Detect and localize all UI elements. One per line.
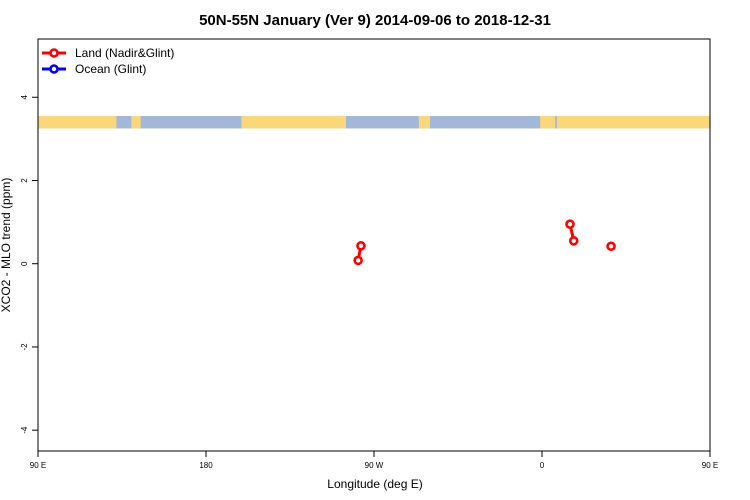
y-tick-label: -2 xyxy=(20,343,29,351)
x-axis-label: Longitude (deg E) xyxy=(327,477,422,491)
series-layer xyxy=(353,219,616,266)
legend-marker xyxy=(49,64,59,74)
data-point xyxy=(606,241,616,252)
data-point xyxy=(568,236,579,246)
x-tick-label: 90 W xyxy=(365,461,384,470)
y-tick-label: 0 xyxy=(20,261,29,266)
legend-entry: Land (Nadir&Glint) xyxy=(75,46,174,60)
x-axis: 90 E 180 90 W 0 90 E xyxy=(30,451,718,470)
land-span xyxy=(556,115,710,129)
x-tick-label: 90 E xyxy=(30,461,46,470)
y-axis: -4 -2 0 2 4 xyxy=(20,94,38,434)
legend: Land (Nadir&Glint) Ocean (Glint) xyxy=(42,46,174,76)
y-tick-label: -4 xyxy=(20,426,29,434)
land-mask-band xyxy=(38,115,710,129)
series-0 xyxy=(353,219,616,266)
land-span xyxy=(131,115,141,129)
data-point xyxy=(356,241,366,251)
data-point xyxy=(353,255,363,266)
legend-entry: Ocean (Glint) xyxy=(75,62,146,76)
y-tick-label: 2 xyxy=(20,178,29,183)
y-tick-label: 4 xyxy=(20,94,29,99)
y-axis-label: XCO2 - MLO trend (ppm) xyxy=(0,178,13,313)
land-span xyxy=(540,115,556,129)
chart-title: 50N-55N January (Ver 9) 2014-09-06 to 20… xyxy=(199,12,551,29)
x-tick-label: 180 xyxy=(199,461,213,470)
x-tick-label: 0 xyxy=(540,461,545,470)
land-span xyxy=(38,115,117,129)
x-tick-label: 90 E xyxy=(702,461,718,470)
legend-marker xyxy=(49,48,59,58)
land-span xyxy=(241,115,346,129)
data-point xyxy=(565,219,575,229)
land-span xyxy=(418,115,430,129)
